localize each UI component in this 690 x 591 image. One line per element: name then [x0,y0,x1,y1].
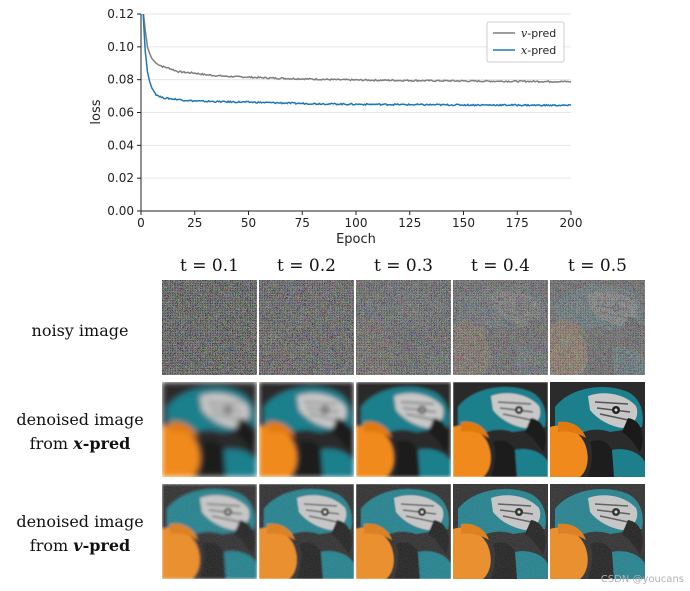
parrot-image [550,280,645,375]
image-tile-noisy-3 [356,280,451,375]
parrot-image [259,484,354,579]
series-lines [142,14,571,107]
parrot-image [162,280,257,375]
row-label-noisy: noisy image [0,319,160,343]
image-tile-noisy-4 [453,280,548,375]
grid-lines [141,13,571,179]
legend-var-x: x [521,44,528,57]
row-label-v-pred: denoised image from v-pred [0,510,160,558]
x-tick-label: 0 [137,216,145,230]
image-tile-noisy-1 [162,280,257,375]
image-tile-x-pred-1 [162,382,257,477]
row-label-x-pred-math: x [73,434,83,453]
timestep-label-5: t = 0.5 [568,256,627,276]
row-label-x-pred-suffix: -pred [82,434,131,453]
image-tile-v-pred-4 [453,484,548,579]
row-label-noisy-text: noisy image [31,321,129,340]
legend-suffix-x: -pred [527,44,556,57]
y-tick-label: 0.12 [107,7,134,21]
image-tile-v-pred-3 [356,484,451,579]
parrot-image [356,382,451,477]
row-label-v-pred-line1: denoised image [16,512,144,531]
y-tick-label: 0.00 [107,204,134,218]
parrot-image [453,280,548,375]
loss-chart: 0.00 0.02 0.04 0.06 0.08 0.10 0.12 0 25 50 75 100 12… [89,7,582,247]
row-label-v-pred-line2: from v-pred [0,534,160,558]
y-tick-label: 0.02 [107,171,134,185]
x-tick-label: 125 [398,216,421,230]
row-label-v-pred-suffix: -pred [82,536,131,555]
y-tick-label: 0.06 [107,106,134,120]
image-tile-noisy-2 [259,280,354,375]
x-tick-label: 150 [452,216,475,230]
image-tile-x-pred-3 [356,382,451,477]
legend: v-pred x-pred [486,21,565,63]
axis-ticks: 0.00 0.02 0.04 0.06 0.08 0.10 0.12 0 25 50 75 100 12… [107,7,582,230]
legend-box [486,21,565,63]
y-tick-label: 0.04 [107,138,134,152]
parrot-image [356,280,451,375]
parrot-image [356,484,451,579]
legend-label-x-pred: x-pred [521,44,556,57]
x-tick-label: 100 [345,216,368,230]
row-label-x-pred: denoised image from x-pred [0,408,160,456]
image-tile-x-pred-5 [550,382,645,477]
x-axis-label: Epoch [336,232,376,247]
timestep-label-3: t = 0.3 [374,256,433,276]
legend-suffix-v: -pred [527,27,556,40]
timestep-label-2: t = 0.2 [277,256,336,276]
y-axis-label: loss [89,99,104,124]
image-tile-x-pred-4 [453,382,548,477]
watermark: CSDN @youcans [600,574,684,585]
row-label-x-pred-line2: from x-pred [0,432,160,456]
parrot-image [550,382,645,477]
x-tick-label: 200 [560,216,583,230]
y-tick-label: 0.08 [107,73,134,87]
parrot-image [453,382,548,477]
x-tick-label: 50 [241,216,256,230]
y-tick-label: 0.10 [107,40,134,54]
parrot-image [259,382,354,477]
timestep-label-4: t = 0.4 [471,256,530,276]
parrot-image [453,484,548,579]
x-tick-label: 25 [187,216,202,230]
series-line-v-pred [142,14,571,84]
parrot-image [550,484,645,579]
row-label-x-pred-line1: denoised image [16,410,144,429]
legend-label-v-pred: v-pred [521,27,556,40]
series-line-x-pred [142,14,571,107]
parrot-image [162,484,257,579]
image-tile-noisy-5 [550,280,645,375]
parrot-image [162,382,257,477]
row-label-v-pred-math: v [73,536,83,555]
x-tick-label: 75 [295,216,310,230]
image-tile-v-pred-2 [259,484,354,579]
parrot-image [259,280,354,375]
legend-var-v: v [521,27,528,40]
image-tile-x-pred-2 [259,382,354,477]
row-label-x-pred-prefix: from [29,434,74,453]
x-tick-label: 175 [506,216,529,230]
row-label-v-pred-prefix: from [29,536,74,555]
image-tile-v-pred-5 [550,484,645,579]
image-tile-v-pred-1 [162,484,257,579]
timestep-label-1: t = 0.1 [180,256,239,276]
